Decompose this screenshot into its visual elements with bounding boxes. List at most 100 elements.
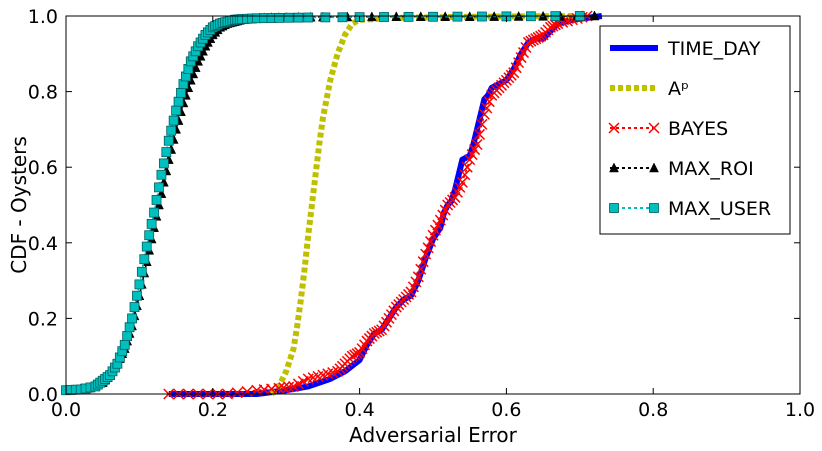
data-point: [293, 12, 304, 23]
data-point: [425, 236, 437, 248]
data-point: [139, 254, 150, 265]
data-point-stroke: [273, 382, 285, 394]
data-point: [320, 12, 331, 23]
data-point: [477, 11, 487, 22]
data-point: [241, 385, 253, 398]
data-point: [176, 87, 186, 98]
data-point: [231, 387, 243, 399]
series-a-: [269, 13, 580, 397]
legend: TIME_DAY Aᵖ BAYES MAX_ROI MAX_USER: [599, 25, 791, 235]
data-point-stroke: [461, 161, 473, 173]
data-point: [127, 313, 137, 324]
data-point: [119, 339, 130, 350]
data-point-stroke: [483, 96, 495, 108]
x-tick-label: 0.8: [638, 399, 668, 421]
legend-label: BAYES: [668, 118, 728, 140]
data-point: [415, 263, 427, 275]
data-point: [136, 266, 147, 277]
data-point: [483, 96, 495, 108]
y-tick-label: 1.0: [28, 6, 58, 28]
data-point-stroke: [283, 381, 295, 393]
data-point: [456, 176, 468, 188]
legend-swatch-marker-stroke: [648, 122, 660, 134]
data-point: [283, 381, 295, 393]
legend-box: [599, 25, 791, 235]
data-point: [156, 169, 167, 180]
data-point: [168, 115, 179, 126]
data-point-stroke: [412, 271, 424, 283]
data-point: [549, 19, 561, 31]
data-point: [141, 241, 152, 252]
ticks-layer: 0.0 0.2 0.4 0.6 0.8 1.0 0.0 0.2 0.4 0.6 0.8 1.0: [28, 6, 815, 421]
data-point: [303, 12, 314, 23]
legend-swatch-marker-stroke: [608, 122, 620, 134]
data-point: [461, 161, 473, 173]
data-point: [158, 158, 169, 169]
data-point: [273, 382, 285, 394]
data-point: [154, 182, 164, 193]
legend-swatch-marker: [649, 162, 659, 173]
data-point-stroke: [478, 108, 490, 120]
data-point: [473, 128, 486, 140]
legend-label: Aᵖ: [668, 78, 689, 100]
series-line: [168, 13, 603, 397]
data-point: [476, 118, 488, 130]
data-point: [417, 256, 429, 268]
data-point-stroke: [476, 118, 488, 130]
y-tick-label: 0.6: [28, 157, 58, 179]
data-point: [161, 147, 172, 157]
x-tick-label: 1.0: [785, 399, 815, 421]
data-point-stroke: [417, 256, 429, 268]
plot-frame: [65, 15, 801, 395]
data-point-stroke: [420, 248, 432, 260]
data-point: [122, 331, 133, 341]
data-point-stroke: [265, 383, 278, 395]
series-connector: [65, 15, 580, 391]
data-point: [379, 12, 389, 22]
data-point: [278, 382, 290, 394]
x-tick-label: 0.4: [344, 399, 374, 421]
data-point-stroke: [425, 236, 437, 248]
data-point: [459, 169, 471, 181]
data-point: [428, 11, 438, 22]
data-point: [166, 125, 177, 136]
data-point: [132, 290, 142, 301]
data-point-stroke: [231, 387, 243, 399]
x-tick-label: 0.0: [51, 399, 81, 421]
data-point-stroke: [422, 242, 434, 254]
data-point: [129, 302, 140, 312]
data-point: [420, 248, 432, 260]
data-point: [149, 207, 159, 218]
data-point: [163, 135, 174, 146]
data-point-stroke: [258, 384, 270, 396]
legend-swatch-marker: [609, 162, 619, 173]
y-tick-label: 0.8: [28, 82, 58, 104]
data-point-stroke: [241, 385, 253, 398]
data-point-stroke: [481, 102, 493, 114]
y-tick-label: 0.0: [28, 384, 58, 406]
data-point: [190, 62, 201, 72]
x-tick-label: 0.6: [491, 399, 521, 421]
legend-swatch-marker: [649, 203, 659, 213]
series-time-day: [168, 13, 603, 397]
x-axis-title: Adversarial Error: [349, 423, 518, 447]
data-point: [481, 102, 493, 114]
legend-label: TIME_DAY: [667, 38, 761, 60]
data-point-stroke: [456, 176, 468, 188]
data-point: [412, 271, 424, 283]
data-point-stroke: [459, 169, 471, 181]
legend-swatch-marker: [608, 122, 620, 134]
data-point: [478, 108, 490, 120]
data-point-stroke: [278, 382, 290, 394]
y-tick-label: 0.4: [28, 233, 58, 255]
legend-swatch-marker: [609, 203, 619, 213]
legend-label: MAX_USER: [668, 198, 771, 220]
data-point-stroke: [549, 19, 561, 31]
data-point: [337, 12, 348, 23]
data-point-stroke: [471, 138, 483, 151]
series-max-user: [61, 11, 585, 396]
data-point-stroke: [473, 128, 486, 140]
data-point: [124, 322, 135, 333]
data-point-stroke: [415, 263, 427, 275]
